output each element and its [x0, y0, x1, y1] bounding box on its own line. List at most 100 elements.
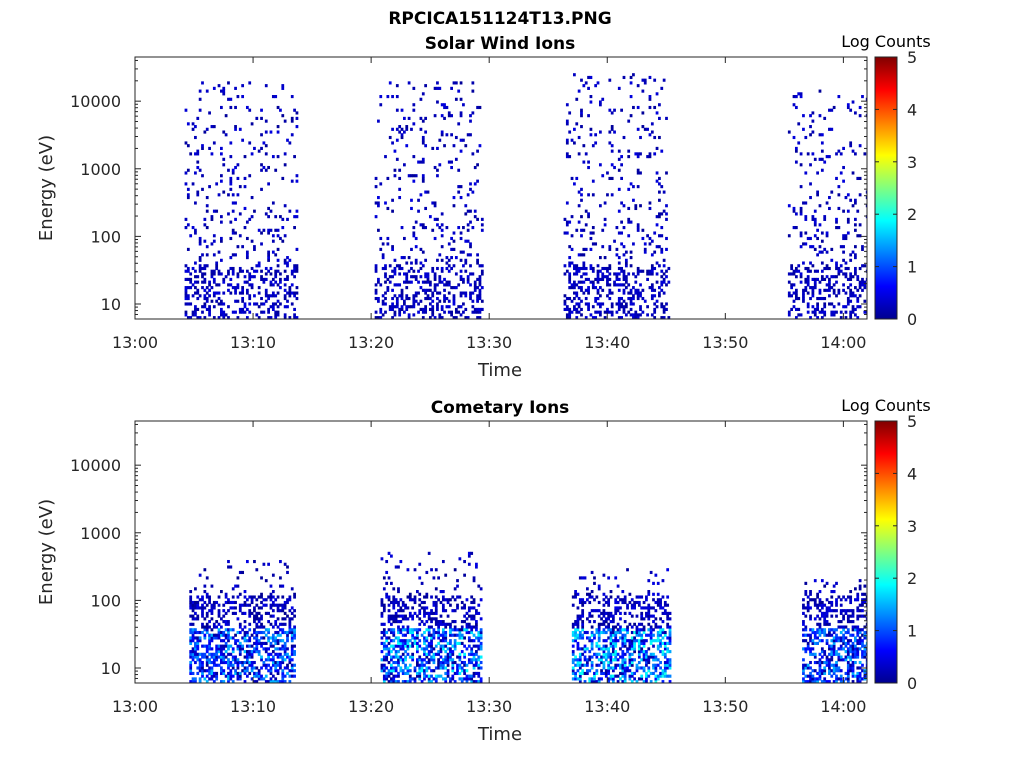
- spectrogram-bin: [220, 680, 223, 683]
- spectrogram-bin: [837, 206, 841, 211]
- spectrogram-bin: [568, 256, 572, 260]
- spectrogram-bin: [589, 95, 593, 99]
- spectrogram-bin: [861, 677, 864, 681]
- spectrogram-bin: [234, 669, 237, 673]
- spectrogram-bin: [818, 663, 822, 667]
- spectrogram-bin: [846, 209, 850, 213]
- spectrogram-bin: [283, 163, 287, 167]
- spectrogram-bin: [210, 647, 214, 651]
- spectrogram-bin: [437, 628, 441, 632]
- spectrogram-bin: [477, 603, 481, 607]
- spectrogram-bin: [392, 617, 396, 621]
- spectrogram-bin: [804, 606, 808, 610]
- spectrogram-bin: [621, 641, 625, 645]
- spectrogram-bin: [236, 660, 240, 665]
- spectrogram-bin: [415, 663, 419, 667]
- spectrogram-bin: [431, 228, 435, 232]
- spectrogram-bin: [480, 264, 484, 268]
- spectrogram-bin: [274, 215, 278, 219]
- spectrogram-bin: [596, 269, 600, 273]
- spectrogram-bin: [377, 195, 380, 200]
- spectrogram-bin: [418, 598, 422, 602]
- spectrogram-bin: [478, 307, 482, 312]
- spectrogram-bin: [427, 628, 431, 632]
- spectrogram-bin: [394, 598, 398, 602]
- spectrogram-bin: [619, 606, 622, 610]
- spectrogram-bin: [194, 291, 197, 295]
- spectrogram-bin: [394, 620, 398, 624]
- spectrogram-bin: [257, 677, 261, 681]
- spectrogram-bin: [281, 114, 285, 118]
- spectrogram-bin: [652, 671, 655, 676]
- spectrogram-bin: [276, 609, 280, 613]
- spectrogram-bin: [574, 622, 577, 626]
- spectrogram-bin: [665, 116, 668, 120]
- spectrogram-bin: [820, 579, 824, 583]
- spectrogram-bin: [832, 641, 836, 645]
- spectrogram-bin: [590, 609, 594, 613]
- spectrogram-bin: [637, 630, 641, 635]
- spectrogram-bin: [865, 598, 867, 602]
- spectrogram-bin: [792, 226, 796, 230]
- spectrogram-bin: [250, 283, 254, 287]
- spectrogram-bin: [589, 75, 593, 80]
- spectrogram-bin: [241, 663, 245, 667]
- spectrogram-bin: [811, 305, 815, 309]
- spectrogram-bin: [475, 628, 478, 632]
- spectrogram-bin: [588, 620, 592, 624]
- spectrogram-bin: [201, 144, 204, 148]
- spectrogram-bin: [267, 639, 270, 643]
- spectrogram-bin: [253, 674, 256, 678]
- spectrogram-bin: [394, 666, 398, 670]
- spectrogram-bin: [250, 215, 254, 219]
- spectrogram-bin: [245, 253, 249, 257]
- spectrogram-bin: [476, 163, 479, 167]
- spectrogram-bin: [802, 261, 805, 265]
- spectrogram-bin: [201, 595, 204, 599]
- spectrogram-bin: [480, 217, 484, 221]
- spectrogram-bin: [210, 660, 214, 665]
- spectrogram-bin: [283, 119, 287, 123]
- spectrogram-bin: [208, 647, 211, 651]
- spectrogram-bin: [648, 201, 652, 205]
- solar-wind-spectrogram: [184, 73, 867, 319]
- spectrogram-bin: [395, 127, 399, 131]
- spectrogram-bin: [466, 316, 470, 319]
- spectrogram-bin: [590, 614, 594, 618]
- spectrogram-bin: [427, 551, 431, 555]
- spectrogram-bin: [634, 288, 638, 292]
- spectrogram-bin: [478, 288, 482, 292]
- spectrogram-bin: [863, 584, 867, 588]
- spectrogram-bin: [842, 305, 845, 309]
- spectrogram-bin: [837, 272, 841, 276]
- spectrogram-bin: [290, 669, 294, 673]
- spectrogram-bin: [597, 587, 601, 591]
- spectrogram-bin: [267, 680, 270, 683]
- spectrogram-bin: [436, 168, 439, 172]
- spectrogram-bin: [630, 652, 634, 656]
- spectrogram-bin: [811, 652, 815, 656]
- spectrogram-bin: [224, 114, 228, 118]
- spectrogram-bin: [423, 614, 426, 618]
- spectrogram-bin: [432, 628, 436, 632]
- spectrogram-bin: [818, 617, 822, 621]
- spectrogram-bin: [623, 671, 627, 676]
- spectrogram-bin: [811, 217, 815, 221]
- spectrogram-bin: [568, 286, 572, 290]
- spectrogram-bin: [620, 283, 624, 287]
- spectrogram-bin: [787, 130, 791, 134]
- spectrogram-bin: [404, 603, 407, 607]
- spectrogram-bin: [849, 598, 853, 602]
- spectrogram-bin: [444, 644, 448, 648]
- spectrogram-bin: [395, 264, 399, 268]
- spectrogram-bin: [816, 636, 819, 640]
- spectrogram-bin: [394, 600, 398, 605]
- spectrogram-bin: [839, 647, 843, 651]
- spectrogram-bin: [290, 633, 294, 637]
- spectrogram-bin: [478, 283, 482, 287]
- spectrogram-bin: [595, 641, 599, 645]
- spectrogram-bin: [191, 603, 195, 607]
- spectrogram-bin: [208, 185, 211, 189]
- spectrogram-bin: [607, 603, 611, 607]
- spectrogram-bin: [588, 669, 592, 673]
